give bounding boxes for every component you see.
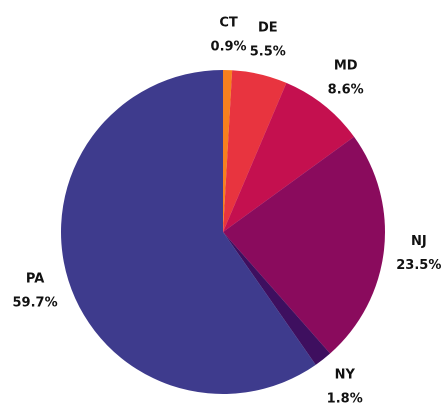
pie-slice [223, 232, 331, 365]
slice-label: CT [219, 16, 238, 31]
slice-value-label: 1.8% [327, 391, 363, 406]
pie-slice [223, 82, 355, 232]
slice-label: NJ [411, 234, 427, 249]
pie-slice [223, 70, 287, 233]
slice-value-label: 0.9% [211, 40, 247, 55]
slice-value-label: 5.5% [250, 45, 286, 60]
slice-label: PA [26, 272, 44, 287]
pie-slice [223, 70, 233, 232]
pie-slice [61, 70, 316, 394]
slice-value-label: 59.7% [13, 296, 58, 311]
slice-label: NY [335, 367, 356, 382]
slice-label: MD [334, 58, 358, 73]
slice-value-label: 8.6% [328, 82, 364, 97]
pie-slice [223, 136, 386, 354]
slice-value-label: 23.5% [396, 258, 441, 273]
slice-label: DE [258, 21, 278, 36]
